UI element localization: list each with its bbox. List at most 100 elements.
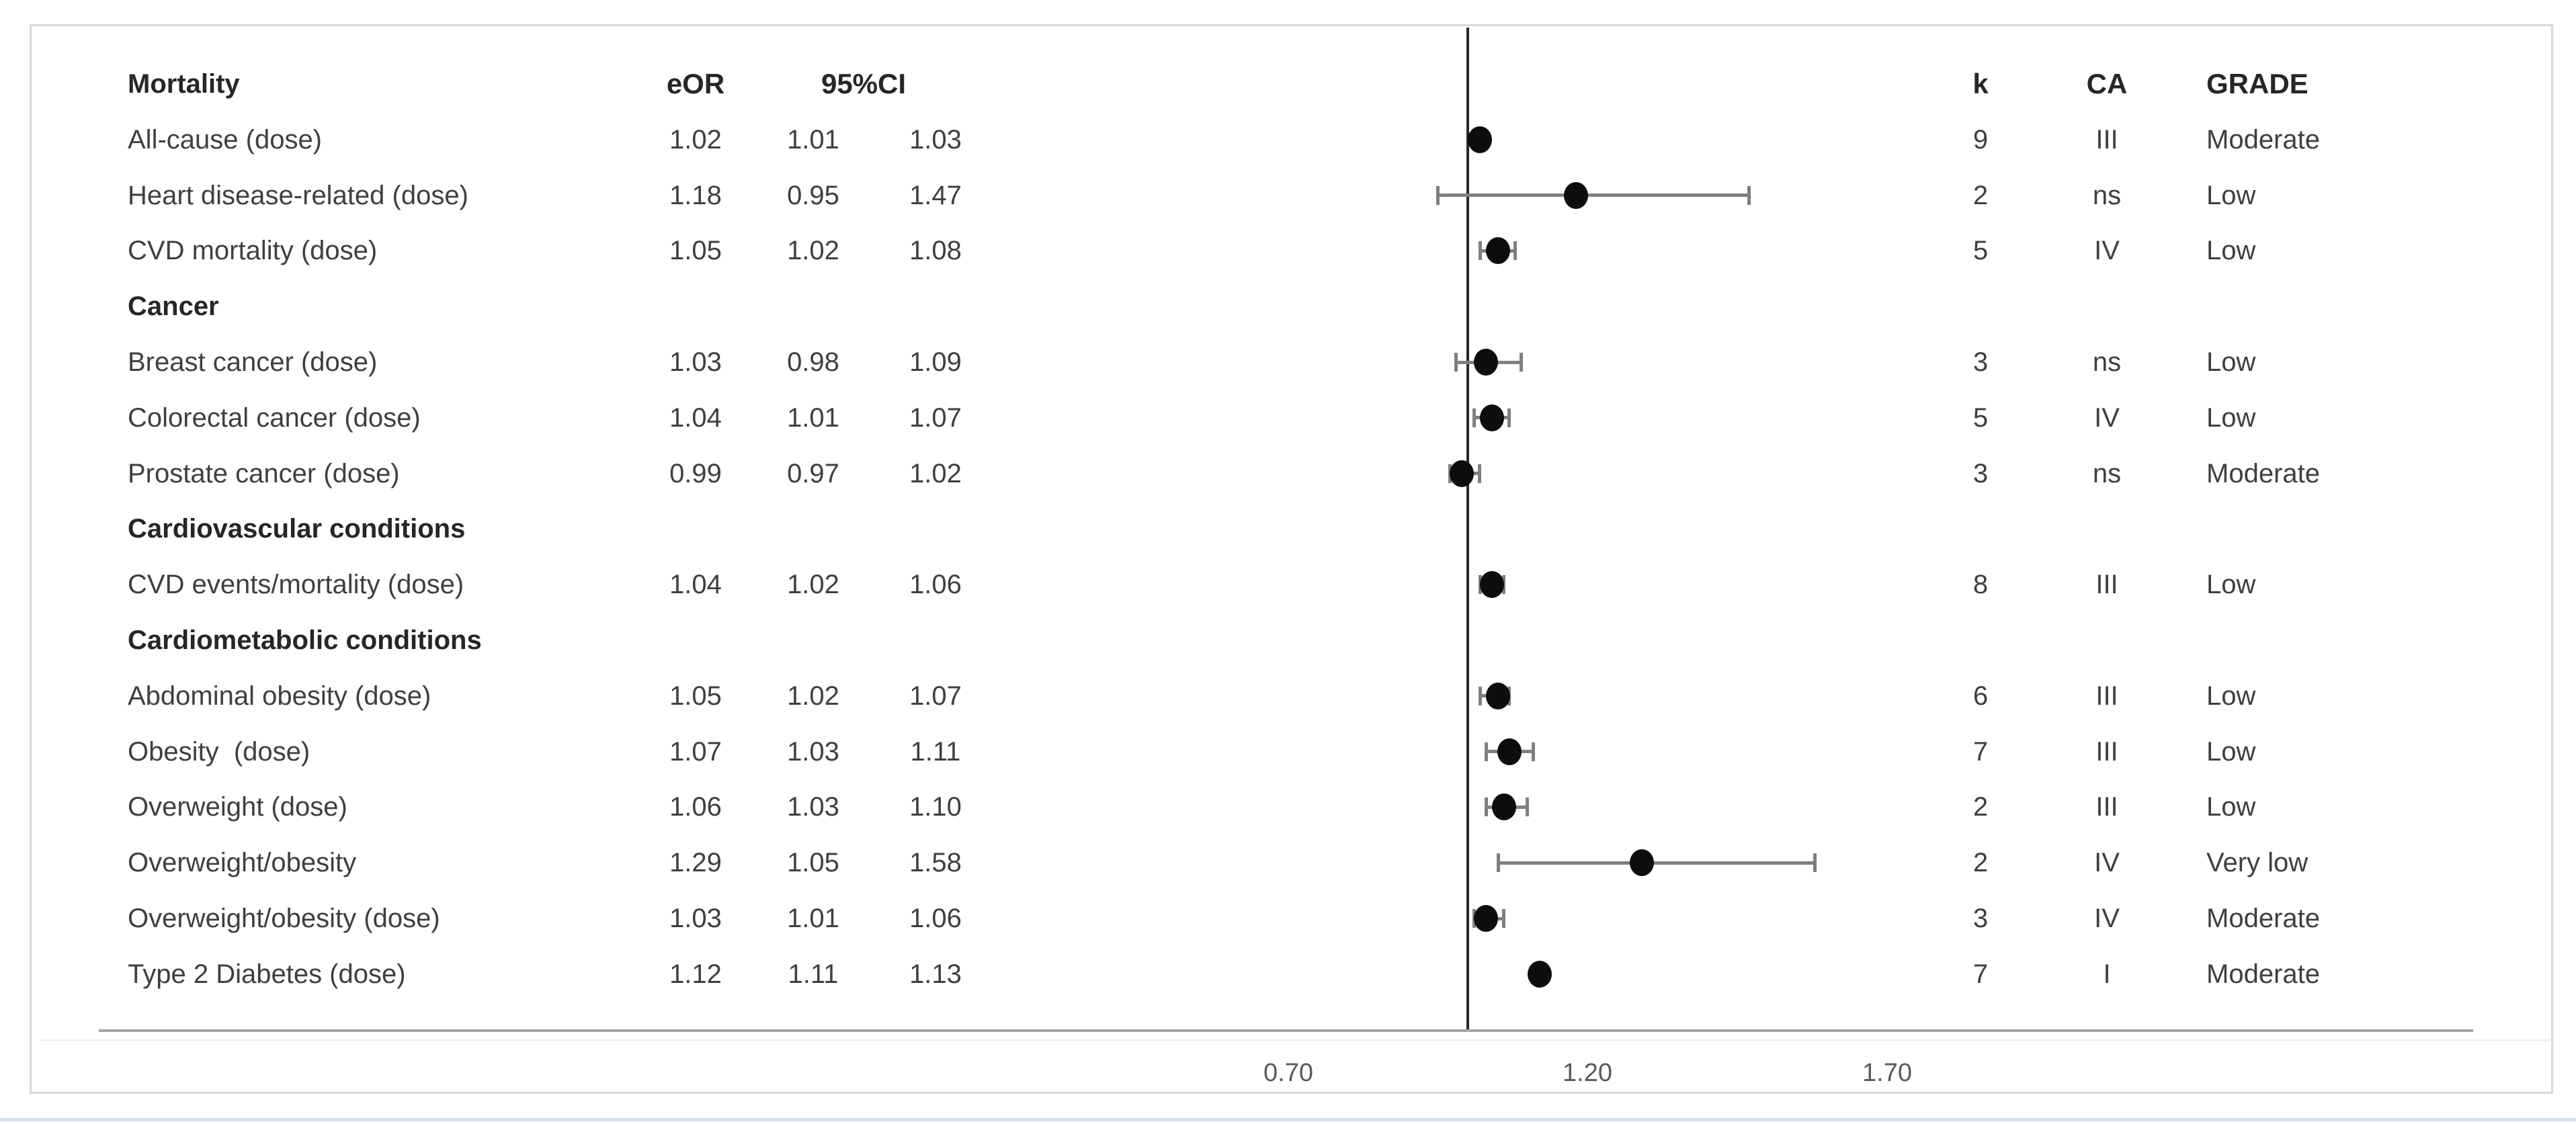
error-bar-cap-right (1813, 853, 1817, 873)
grade-value: Very low (2206, 848, 2309, 878)
forest-point (1450, 460, 1474, 487)
eor-value: 1.18 (669, 180, 722, 210)
bottom-window-edge (0, 1118, 2576, 1121)
error-bar-cap-right (1501, 909, 1505, 928)
forest-point (1479, 571, 1504, 599)
ca-value: IV (2094, 904, 2120, 933)
error-bar-cap-right (1520, 353, 1524, 372)
k-value: 6 (1972, 681, 1989, 711)
ca-value: IV (2094, 848, 2120, 878)
error-bar-cap-right (1477, 464, 1481, 483)
forest-point (1473, 905, 1498, 932)
ca-value: III (2095, 736, 2118, 767)
row-label: CVD events/mortality (dose) (128, 570, 464, 600)
error-bar-cap-left (1478, 241, 1482, 261)
eor-value: 0.99 (669, 458, 722, 488)
row-label: Overweight/obesity (128, 848, 357, 878)
error-bar-cap-left (1496, 853, 1500, 873)
eor-value: 1.29 (669, 848, 722, 878)
row-label: All-cause (dose) (128, 124, 323, 155)
reference-line-or-1 (1466, 28, 1469, 1029)
ci-high-value: 1.02 (909, 458, 962, 488)
ca-value: III (2095, 570, 2118, 600)
error-bar-cap-left (1472, 408, 1476, 427)
eor-value: 1.12 (669, 959, 722, 989)
ci-high-value: 1.07 (909, 681, 962, 711)
ci-high-value: 1.10 (909, 792, 962, 822)
ca-value: III (2095, 792, 2118, 822)
x-tick-1-20: 1.20 (1563, 1059, 1612, 1087)
grade-value: Moderate (2206, 904, 2320, 933)
forest-point (1473, 349, 1498, 376)
eor-value: 1.05 (669, 681, 722, 711)
error-bar-cap-right (1532, 742, 1536, 761)
error-bar-cap-right (1507, 408, 1511, 427)
column-header-grade: GRADE (2206, 68, 2309, 99)
section-header-label: Mortality (128, 69, 240, 99)
section-header-label: Cancer (128, 292, 219, 322)
error-bar (1438, 193, 1750, 198)
ci-high-value: 1.47 (909, 180, 962, 210)
x-axis-secondary-line (40, 1039, 2550, 1041)
ci-high-value: 1.07 (909, 402, 962, 433)
ci-low-value: 1.11 (788, 959, 839, 989)
forest-point (1563, 181, 1588, 209)
grade-value: Low (2206, 681, 2256, 711)
grade-value: Moderate (2206, 458, 2320, 488)
column-header-eor: eOR (666, 68, 725, 99)
ci-high-value: 1.11 (910, 736, 961, 767)
row-label: Prostate cancer (dose) (128, 458, 400, 488)
column-header-ci: 95%CI (821, 68, 907, 99)
eor-value: 1.06 (669, 792, 722, 822)
ci-low-value: 1.03 (787, 736, 839, 767)
grade-value: Low (2206, 347, 2256, 377)
error-bar-cap-left (1436, 185, 1440, 205)
ca-value: ns (2092, 347, 2122, 377)
error-bar-cap-left (1484, 742, 1488, 761)
row-label: Overweight (dose) (128, 792, 347, 822)
ca-value: III (2095, 681, 2118, 711)
x-axis-line (99, 1029, 2473, 1032)
eor-value: 1.04 (669, 570, 722, 600)
ca-value: I (2103, 959, 2111, 989)
forest-point (1485, 237, 1510, 265)
ca-value: ns (2092, 180, 2122, 210)
x-tick-1-70: 1.70 (1862, 1059, 1912, 1087)
ci-low-value: 0.97 (787, 458, 839, 488)
x-tick-0-70: 0.70 (1263, 1059, 1313, 1087)
forest-point (1497, 738, 1522, 765)
error-bar-cap-right (1747, 185, 1751, 205)
k-value: 2 (1972, 792, 1989, 822)
ci-low-value: 1.01 (787, 124, 839, 155)
k-value: 5 (1972, 236, 1989, 266)
row-label: Colorectal cancer (dose) (128, 402, 421, 433)
row-label: Type 2 Diabetes (dose) (128, 959, 406, 989)
ci-low-value: 0.98 (787, 347, 839, 377)
ci-high-value: 1.06 (909, 904, 962, 933)
row-label: Obesity (dose) (128, 736, 310, 767)
ca-value: IV (2094, 402, 2120, 433)
grade-value: Low (2206, 236, 2256, 266)
eor-value: 1.07 (669, 736, 722, 767)
ci-low-value: 1.02 (787, 236, 839, 266)
eor-value: 1.02 (669, 124, 722, 155)
ci-high-value: 1.03 (909, 124, 962, 155)
error-bar-cap-left (1478, 686, 1482, 705)
grade-value: Low (2206, 402, 2256, 433)
ca-value: ns (2092, 458, 2122, 488)
ca-value: III (2095, 124, 2118, 155)
column-header-k: k (1972, 68, 1989, 99)
section-header-label: Cardiometabolic conditions (128, 625, 482, 655)
grade-value: Low (2206, 180, 2256, 210)
k-value: 5 (1972, 402, 1989, 433)
forest-point (1629, 849, 1654, 877)
eor-value: 1.04 (669, 402, 722, 433)
k-value: 2 (1972, 180, 1989, 210)
ci-high-value: 1.58 (909, 848, 962, 878)
ci-low-value: 1.01 (787, 402, 839, 433)
k-value: 3 (1972, 347, 1989, 377)
ci-low-value: 1.03 (787, 792, 839, 822)
ci-low-value: 1.02 (787, 570, 839, 600)
k-value: 8 (1972, 570, 1989, 600)
